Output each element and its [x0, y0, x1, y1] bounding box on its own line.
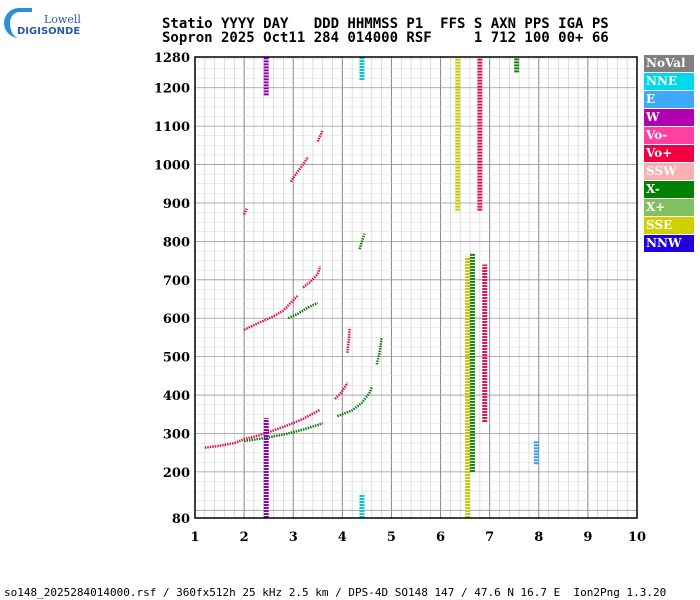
chart-traces: [204, 57, 539, 518]
y-tick-label: 200: [163, 466, 190, 481]
legend-item-ssw: SSW: [644, 163, 694, 180]
logo-text-digisonde: DIGISONDE: [17, 26, 81, 37]
x-tick-label: 8: [534, 530, 543, 545]
y-tick-label: 1200: [154, 82, 190, 97]
trace-voplus: [242, 208, 248, 215]
x-tick-label: 9: [583, 530, 592, 545]
trace-xminus: [336, 386, 373, 418]
legend-item-xminus: X-: [644, 181, 694, 198]
y-tick-label: 700: [163, 274, 190, 289]
plot-border: [194, 56, 638, 519]
chart-grid: [194, 57, 638, 518]
trace-voplus: [302, 265, 322, 289]
x-tick-label: 5: [387, 530, 396, 545]
y-tick-label: 80: [172, 512, 190, 527]
legend: NoVal NNE E W Vo- Vo+ SSW X- X+ SSE NNW: [644, 55, 694, 253]
trace-xminus: [287, 301, 319, 320]
trace-xminus: [243, 421, 324, 443]
trace-voplus: [346, 327, 351, 353]
chart-axes: 8020030040050060070080090010001100120012…: [154, 51, 646, 545]
y-tick-label: 1100: [154, 120, 190, 135]
trace-xminus: [375, 338, 383, 365]
legend-item-sse: SSE: [644, 217, 694, 234]
footer-info: so148_2025284014000.rsf / 360fx512h 25 k…: [4, 586, 667, 599]
trace-voplus: [289, 156, 310, 183]
x-tick-label: 1: [190, 530, 199, 545]
trace-xminus: [358, 233, 366, 250]
trace-voplus: [243, 294, 300, 331]
header-line-2: Sopron 2025 Oct11 284 014000 RSF 1 712 1…: [162, 30, 609, 46]
digisonde-logo: Lowell DIGISONDE: [4, 6, 84, 42]
legend-item-xplus: X+: [644, 199, 694, 216]
logo-text-lowell: Lowell: [44, 13, 81, 26]
legend-item-voplus: Vo+: [644, 145, 694, 162]
y-tick-label: 1000: [154, 159, 190, 174]
y-tick-label: 300: [163, 427, 190, 442]
legend-item-w: W: [644, 109, 694, 126]
y-tick-label: 600: [163, 312, 190, 327]
header-line-1: Statio YYYY DAY DDD HHMMSS P1 FFS S AXN …: [162, 16, 609, 32]
legend-item-nne: NNE: [644, 73, 694, 90]
y-tick-label: 400: [163, 389, 190, 404]
y-tick-label: 800: [163, 235, 190, 250]
y-tick-label: 1280: [154, 51, 190, 66]
x-tick-label: 3: [289, 530, 298, 545]
trace-voplus: [316, 129, 324, 143]
y-tick-label: 500: [163, 351, 190, 366]
legend-item-vominus: Vo-: [644, 127, 694, 144]
logo-arc-icon: [4, 8, 32, 38]
legend-item-noval: NoVal: [644, 55, 694, 72]
x-tick-label: 10: [628, 530, 646, 545]
trace-voplus: [334, 382, 349, 400]
x-tick-label: 4: [338, 530, 347, 545]
legend-item-e: E: [644, 91, 694, 108]
y-tick-label: 900: [163, 197, 190, 212]
x-tick-label: 7: [485, 530, 494, 545]
legend-item-nnw: NNW: [644, 235, 694, 252]
x-tick-label: 2: [240, 530, 249, 545]
x-tick-label: 6: [436, 530, 445, 545]
